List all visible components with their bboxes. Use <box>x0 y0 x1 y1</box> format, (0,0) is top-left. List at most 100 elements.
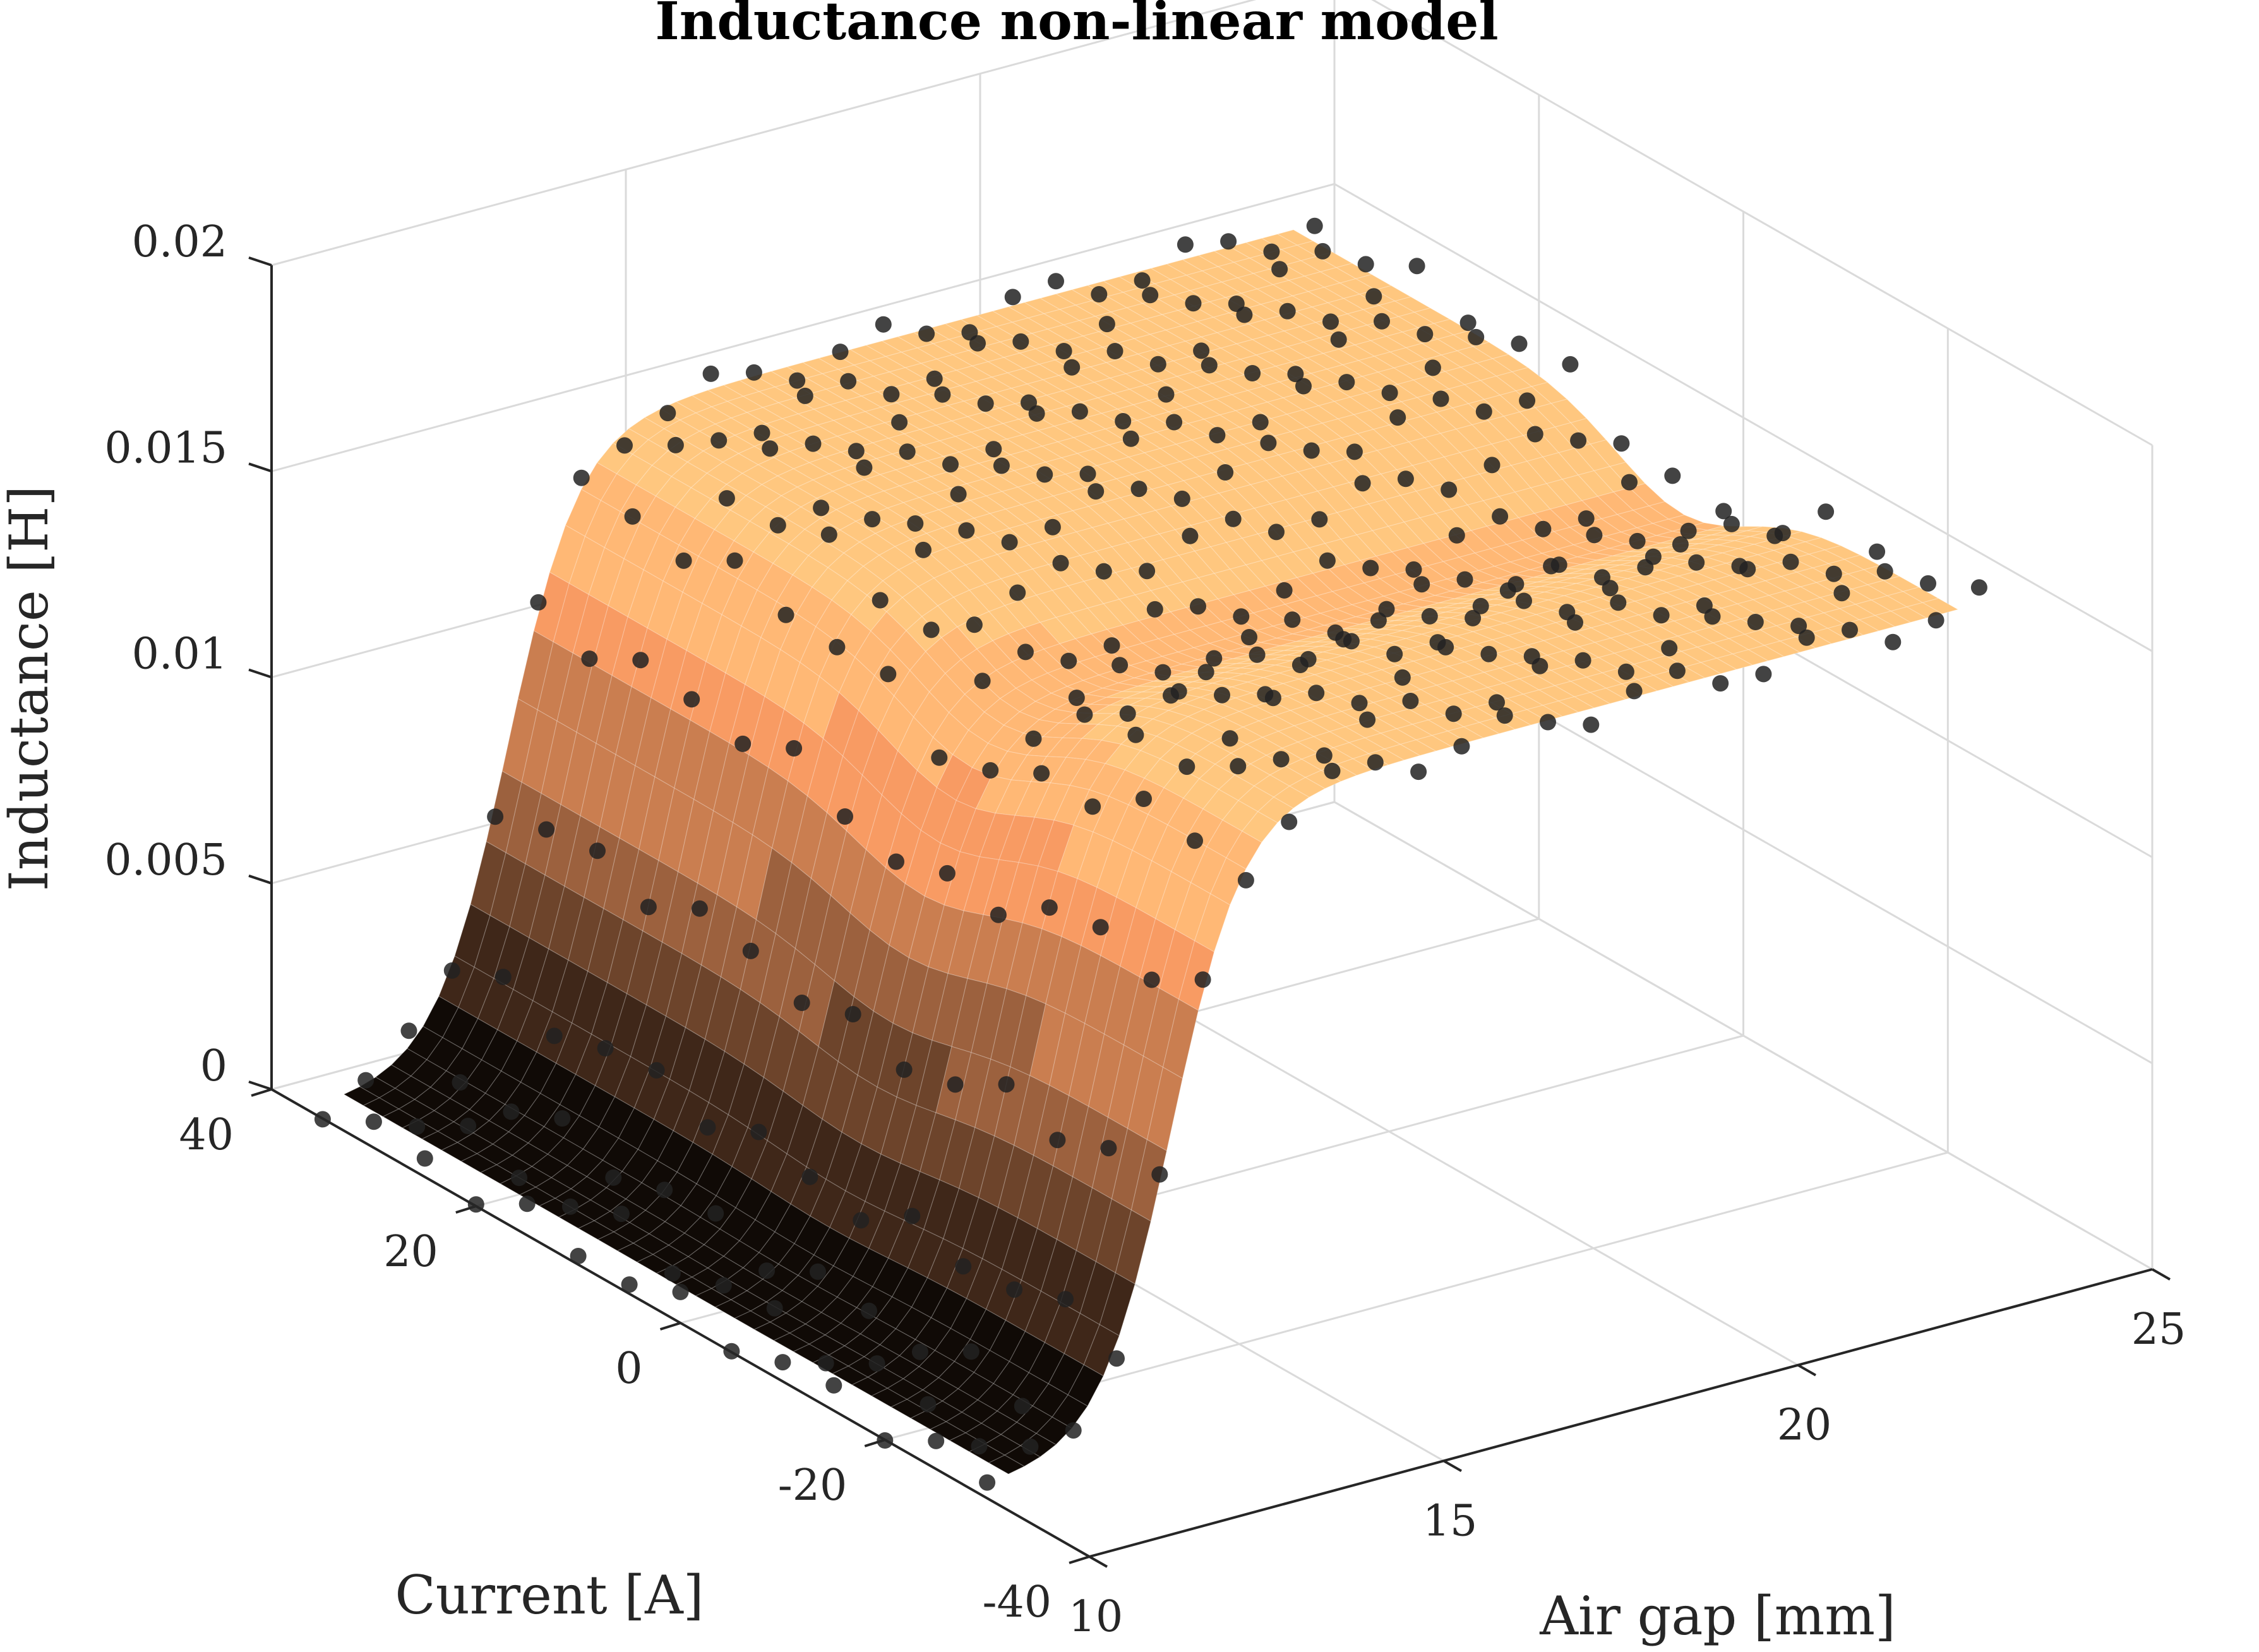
surface-facet <box>796 479 834 499</box>
surface-facet <box>647 580 683 640</box>
surface-facet <box>1267 650 1304 655</box>
surface-facet <box>695 1288 732 1308</box>
data-point <box>1790 618 1807 635</box>
data-point <box>1187 832 1203 849</box>
data-point <box>511 1170 527 1187</box>
data-point <box>1842 621 1858 638</box>
surface-facet <box>1002 861 1039 924</box>
surface-facet <box>1225 537 1262 566</box>
data-point <box>1230 758 1247 775</box>
surface-facet <box>950 1298 987 1340</box>
surface-facet <box>1153 345 1190 362</box>
surface-facet <box>776 574 813 614</box>
y-tick <box>455 1205 477 1214</box>
surface-facet <box>731 1127 768 1180</box>
x-axis-label: Air gap [mm] <box>1539 1585 1896 1647</box>
z-tick <box>248 256 272 266</box>
surface-facet <box>890 1399 928 1419</box>
surface-facet <box>1182 577 1219 604</box>
surface-facet <box>959 808 996 858</box>
surface-facet <box>1002 419 1040 436</box>
surface-facet <box>789 1324 826 1345</box>
surface-facet <box>865 1153 901 1212</box>
surface-facet <box>1131 469 1169 490</box>
data-point <box>1653 607 1670 624</box>
surface-facet <box>1077 381 1115 398</box>
surface-facet <box>1064 1312 1100 1366</box>
data-point <box>1064 359 1081 376</box>
surface-facet <box>887 1378 924 1400</box>
data-point <box>1459 314 1477 332</box>
surface-facet <box>950 416 988 433</box>
surface-facet <box>1009 450 1047 467</box>
surface-facet <box>1006 922 1043 997</box>
surface-facet <box>1195 383 1233 400</box>
surface-facet <box>1391 611 1427 617</box>
x-tick-label: 20 <box>1777 1401 1832 1451</box>
data-point <box>993 457 1010 474</box>
data-point <box>904 1207 921 1224</box>
surface-facet <box>815 599 852 642</box>
surface-facet <box>739 1219 776 1254</box>
surface-facet <box>1095 546 1132 573</box>
surface-facet <box>944 851 980 912</box>
surface-facet <box>1204 282 1243 298</box>
surface-facet <box>1233 484 1271 509</box>
surface-facet <box>947 910 984 979</box>
data-point <box>710 432 728 449</box>
surface-facet <box>1233 590 1270 614</box>
surface-facet <box>1032 1383 1069 1418</box>
surface-facet <box>832 1365 869 1386</box>
data-point <box>1475 403 1492 420</box>
y-tick-label: -20 <box>778 1461 848 1511</box>
data-point <box>1421 608 1438 625</box>
surface-facet <box>843 541 880 567</box>
surface-facet <box>733 520 770 553</box>
data-point <box>801 1168 818 1185</box>
surface-facet <box>714 509 751 542</box>
surface-facet <box>1020 594 1057 623</box>
surface-facet <box>1088 501 1125 524</box>
surface-facet <box>1253 503 1291 530</box>
data-point <box>1098 316 1115 333</box>
surface-facet <box>1219 410 1257 428</box>
surface-facet <box>1288 275 1326 292</box>
surface-facet <box>1182 254 1219 272</box>
data-point <box>1456 571 1473 588</box>
surface-facet <box>743 1002 780 1079</box>
data-point <box>1300 650 1317 667</box>
surface-facet <box>781 486 818 508</box>
surface-facet <box>1435 680 1473 697</box>
data-point <box>1273 751 1290 768</box>
data-point <box>613 1206 630 1223</box>
data-point <box>1130 481 1147 498</box>
surface-facet <box>741 464 779 485</box>
data-point <box>1610 594 1627 611</box>
surface-facet <box>827 553 864 582</box>
data-point <box>1194 971 1211 988</box>
surface-facet <box>992 306 1029 323</box>
data-point <box>1178 758 1195 775</box>
data-point <box>1276 582 1293 599</box>
surface-facet <box>991 751 1028 781</box>
surface-facet <box>805 373 843 390</box>
data-point <box>1511 335 1528 352</box>
surface-facet <box>1049 1012 1086 1096</box>
surface-facet <box>1018 817 1055 866</box>
surface-facet <box>1204 621 1242 640</box>
surface-facet <box>1027 649 1065 674</box>
surface-facet <box>1052 1095 1089 1178</box>
surface-facet <box>1010 383 1048 400</box>
data-point <box>1139 563 1156 580</box>
data-point <box>1264 690 1281 707</box>
surface-plot <box>343 229 1959 1475</box>
surface-facet <box>1288 777 1326 798</box>
surface-facet <box>1113 323 1151 339</box>
surface-facet <box>962 463 1000 480</box>
surface-facet <box>980 326 1017 343</box>
x-tick-label: 25 <box>2131 1305 2186 1355</box>
surface-facet <box>1019 701 1056 721</box>
data-point <box>1142 287 1159 304</box>
surface-facet <box>900 347 938 364</box>
surface-facet <box>1055 612 1093 640</box>
